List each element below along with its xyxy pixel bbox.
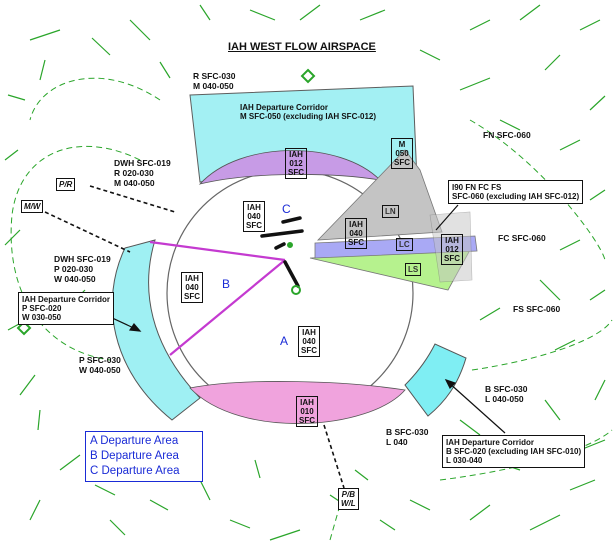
- label-l-040-050: L 040-050: [485, 394, 524, 404]
- box-line: IAH: [300, 398, 314, 407]
- label-w-040-050: W 040-050: [54, 274, 96, 284]
- box-line: IAH: [185, 274, 199, 283]
- callout-corridor-m: IAH Departure Corridor M SFC-050 (exclud…: [237, 101, 379, 123]
- box-line: SFC: [444, 254, 460, 263]
- navaids: [16, 68, 316, 336]
- callout-corridor-m-title: IAH Departure Corridor: [240, 103, 329, 112]
- box-line: 050: [395, 149, 409, 158]
- callout-corridor-p-alt2: W 030-050: [22, 313, 62, 322]
- box-pb-wl: P/B W/L: [338, 488, 359, 510]
- callout-corridor-b-title: IAH Departure Corridor: [446, 438, 535, 447]
- box-line: SFC: [184, 292, 200, 301]
- label-r-020-030: R 020-030: [114, 168, 154, 178]
- label-r-sfc-030: R SFC-030: [193, 71, 236, 81]
- box-line: 040: [185, 283, 199, 292]
- box-line: SFC: [288, 168, 304, 177]
- legend-item-b: B Departure Area: [90, 450, 179, 462]
- box-line: IAH: [289, 150, 303, 159]
- label-m-040-050-dwh: M 040-050: [114, 178, 155, 188]
- box-line: 040: [302, 337, 316, 346]
- label-l-040: L 040: [386, 437, 408, 447]
- legend-item-c: C Departure Area: [90, 465, 180, 477]
- callout-corridor-m-alt: M SFC-050 (excluding IAH SFC-012): [240, 112, 377, 121]
- box-mw: M/W: [21, 200, 44, 213]
- box-iah-040-east: IAH 040 SFC: [345, 218, 367, 249]
- box-iah-040-south: IAH 040 SFC: [298, 326, 320, 357]
- callout-i90-alt: SFC-060 (excluding IAH SFC-012): [452, 192, 580, 201]
- box-line: 012: [289, 159, 303, 168]
- area-label-a: A: [280, 334, 289, 348]
- box-iah-010-south: IAH 010 SFC: [296, 396, 318, 427]
- box-line: 010: [300, 407, 314, 416]
- legend-item-a: A Departure Area: [90, 435, 179, 447]
- label-dwh-sfc-019-north: DWH SFC-019: [114, 158, 171, 168]
- box-ln: LN: [382, 205, 399, 218]
- box-line: IAH: [349, 220, 363, 229]
- box-line: SFC: [299, 416, 315, 425]
- box-line: SFC: [301, 346, 317, 355]
- box-pr: P/R: [56, 178, 76, 191]
- label-fn-sfc-060: FN SFC-060: [483, 130, 531, 140]
- box-line: 012: [445, 245, 459, 254]
- callout-corridor-p: IAH Departure Corridor P SFC-020 W 030-0…: [18, 292, 115, 325]
- box-ls: LS: [405, 263, 422, 276]
- label-p-sfc-030: P SFC-030: [79, 355, 121, 365]
- label-b-sfc-030-east: B SFC-030: [485, 384, 528, 394]
- label-dwh-sfc-019-west: DWH SFC-019: [54, 254, 111, 264]
- box-lc: LC: [396, 238, 413, 251]
- callout-corridor-p-title: IAH Departure Corridor: [22, 295, 111, 304]
- box-pb: P/B: [341, 490, 355, 499]
- box-iah-040-north: IAH 040 SFC: [243, 201, 265, 232]
- area-gray-wedge: [316, 149, 443, 241]
- legend: A Departure Area B Departure Area C Depa…: [85, 431, 203, 482]
- box-line: M: [398, 140, 406, 149]
- box-line: IAH: [247, 203, 261, 212]
- label-fc-sfc-060: FC SFC-060: [498, 233, 546, 243]
- label-w-040-050-south: W 040-050: [79, 365, 121, 375]
- box-line: 040: [247, 212, 261, 221]
- box-wl: W/L: [341, 499, 356, 508]
- box-line: SFC: [246, 221, 262, 230]
- callout-i90-title: I90 FN FC FS: [452, 183, 502, 192]
- area-iah010-south: [189, 381, 406, 424]
- box-line: SFC: [394, 158, 410, 167]
- label-p-020-030: P 020-030: [54, 264, 94, 274]
- box-line: IAH: [445, 236, 459, 245]
- leader-lines: [44, 185, 345, 489]
- label-fs-sfc-060: FS SFC-060: [513, 304, 561, 314]
- box-line: SFC: [348, 238, 364, 247]
- callout-corridor-b-alt2: L 030-040: [446, 456, 483, 465]
- page-title: IAH WEST FLOW AIRSPACE: [228, 41, 376, 53]
- corridor-p: [111, 239, 201, 421]
- box-iah-040-west: IAH 040 SFC: [181, 272, 203, 303]
- magenta-boundaries: [149, 240, 286, 356]
- box-m-050: M 050 SFC: [391, 138, 413, 169]
- label-m-040-050: M 040-050: [193, 81, 234, 91]
- callout-corridor-p-alt1: P SFC-020: [22, 304, 62, 313]
- box-line: 040: [349, 229, 363, 238]
- label-b-sfc-030-south: B SFC-030: [386, 427, 429, 437]
- runways: [260, 216, 304, 288]
- box-iah-012-east: IAH 012 SFC: [441, 234, 463, 265]
- callout-i90: I90 FN FC FS SFC-060 (excluding IAH SFC-…: [448, 180, 584, 204]
- callout-corridor-b: IAH Departure Corridor B SFC-020 (exclud…: [442, 435, 586, 468]
- area-label-c: C: [282, 202, 291, 216]
- area-label-b: B: [222, 277, 231, 291]
- box-line: IAH: [302, 328, 316, 337]
- box-iah-012-north: IAH 012 SFC: [285, 148, 307, 179]
- corridor-b: [404, 343, 467, 417]
- callout-corridor-b-alt1: B SFC-020 (excluding IAH SFC-010): [446, 447, 582, 456]
